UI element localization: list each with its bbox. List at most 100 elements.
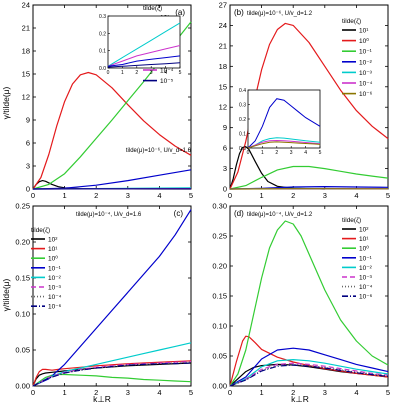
y-tick-label: 15 <box>219 82 227 91</box>
y-tick-label: 21 <box>219 41 227 50</box>
inset-x-tick-label: 3 <box>290 150 293 156</box>
panel-annotation: tilde(μ)=10⁻⁴, U/v_d=1.6 <box>76 211 142 218</box>
legend-title: tilde(ζ) <box>342 18 361 25</box>
legend-label: 10⁻³ <box>359 70 373 77</box>
legend-label: 10² <box>48 237 58 244</box>
panel-label: (d) <box>234 209 244 218</box>
inset-y-tick-label: 0.4 <box>239 88 246 94</box>
legend-label: 10¹ <box>359 28 369 35</box>
series-line <box>32 360 192 387</box>
legend-title: tilde(ζ) <box>31 227 50 234</box>
y-tick-label: 0.20 <box>212 262 227 271</box>
y-tick-label: 0.05 <box>15 346 30 355</box>
inset-y-tick-label: 0.2 <box>99 31 106 37</box>
series-line <box>229 364 389 387</box>
y-tick-label: 12 <box>219 103 227 112</box>
legend-label: 10⁻¹ <box>48 265 62 272</box>
y-tick-label: 0 <box>223 185 227 194</box>
y-tick-label: 27 <box>219 1 227 10</box>
legend-label: 10⁻³ <box>48 285 62 292</box>
panel-label: (a) <box>175 8 185 17</box>
y-tick-label: 18 <box>22 47 30 56</box>
panel-annotation: tilde(μ)=10⁻⁶, U/v_d=1.2 <box>247 10 313 17</box>
legend-label: 10⁻⁶ <box>48 304 62 311</box>
legend-label: 10² <box>359 227 369 234</box>
y-tick-label: 0.05 <box>212 352 227 361</box>
x-tick-label: 2 <box>94 191 98 200</box>
y-axis-label-top: γ/tilde(μ) <box>1 86 11 119</box>
y-tick-label: 12 <box>22 93 30 102</box>
x-tick-label: 1 <box>63 191 67 200</box>
legend-label: 10⁰ <box>48 255 58 263</box>
inset-series-line <box>247 141 321 149</box>
inset-series-line <box>107 22 181 67</box>
inset-x-tick-label: 4 <box>304 150 307 156</box>
y-axis-label-bottom: γ/tilde(μ) <box>1 278 11 311</box>
x-tick-label: 2 <box>94 388 98 397</box>
y-tick-label: 0.00 <box>15 382 30 391</box>
y-tick-label: 0 <box>26 185 30 194</box>
x-tick-label: 4 <box>354 191 358 200</box>
x-tick-label: 0 <box>228 191 232 200</box>
x-tick-label: 2 <box>291 388 295 397</box>
y-tick-label: 6 <box>223 144 227 153</box>
inset-x-tick-label: 2 <box>135 70 138 76</box>
legend-label: 10⁻¹ <box>359 255 373 262</box>
x-axis-label-left: k⊥R <box>93 394 111 404</box>
x-axis-label-right: k⊥R <box>291 394 309 404</box>
legend-label: 10⁻⁴ <box>48 294 62 301</box>
inset-series-line <box>107 62 181 68</box>
legend-label: 10⁻³ <box>359 275 373 282</box>
series-line <box>229 362 389 387</box>
series-line <box>32 342 192 387</box>
x-tick-label: 1 <box>260 388 264 397</box>
legend-label: 10⁻² <box>48 275 62 282</box>
inset-x-tick-label: 0 <box>247 150 250 156</box>
legend-label: 10¹ <box>48 246 58 253</box>
panel-label: (c) <box>174 209 184 218</box>
inset-y-tick-label: 0.1 <box>99 49 106 55</box>
inset-y-tick-label: 0.3 <box>239 103 246 109</box>
legend-label: 10¹ <box>359 236 369 243</box>
series-line <box>32 362 192 387</box>
x-tick-label: 5 <box>386 388 390 397</box>
inset-x-tick-label: 5 <box>319 150 322 156</box>
inset-y-tick-label: 0.2 <box>239 117 246 123</box>
series-line <box>229 359 389 387</box>
legend-label: 10⁻² <box>359 265 373 272</box>
chart-panel-3: 0 1 2 3 4 5 0.00 0.05 0.10 0.15 0.20 0.25 (c) tilde(μ… <box>15 202 193 398</box>
inset-x-tick-label: 3 <box>150 70 153 76</box>
inset-x-tick-label: 1 <box>261 150 264 156</box>
inset-series-line <box>107 45 181 67</box>
x-tick-label: 5 <box>189 388 193 397</box>
series-line <box>32 362 192 387</box>
chart-panel-4: 0 1 2 3 4 50.000.050.100.150.200.250.30(d) til… <box>212 202 390 398</box>
inset-x-tick-label: 1 <box>121 70 124 76</box>
y-tick-label: 18 <box>219 62 227 71</box>
legend-label: 10⁻⁶ <box>359 294 373 301</box>
x-tick-label: 3 <box>323 191 327 200</box>
y-tick-label: 3 <box>26 162 30 171</box>
inset-series-line <box>247 98 321 149</box>
panel-annotation: tilde(μ)=10⁻⁶, U/v_d=1.6 <box>126 147 192 154</box>
inset-y-tick-label: 0.0 <box>99 66 106 72</box>
inset-plot: 0 1 2 3 4 5 0.0 0.1 0.2 0.3 <box>99 14 182 76</box>
inset-x-tick-label: 4 <box>164 70 167 76</box>
y-tick-label: 0.10 <box>15 310 30 319</box>
y-tick-label: 9 <box>26 116 30 125</box>
y-tick-label: 0.15 <box>212 292 227 301</box>
inset-series-line <box>107 55 181 67</box>
x-tick-label: 4 <box>157 191 161 200</box>
x-tick-label: 4 <box>354 388 358 397</box>
legend-label: 10⁻¹ <box>359 49 373 56</box>
y-tick-label: 24 <box>22 1 30 10</box>
inset-series-line <box>247 139 321 149</box>
x-tick-label: 0 <box>31 191 35 200</box>
series-line <box>229 165 389 190</box>
y-tick-label: 0.25 <box>15 202 30 211</box>
panel-annotation: tilde(μ)=10⁻⁴, U/v_d=1.2 <box>247 211 313 218</box>
y-tick-label: 0.10 <box>212 322 227 331</box>
